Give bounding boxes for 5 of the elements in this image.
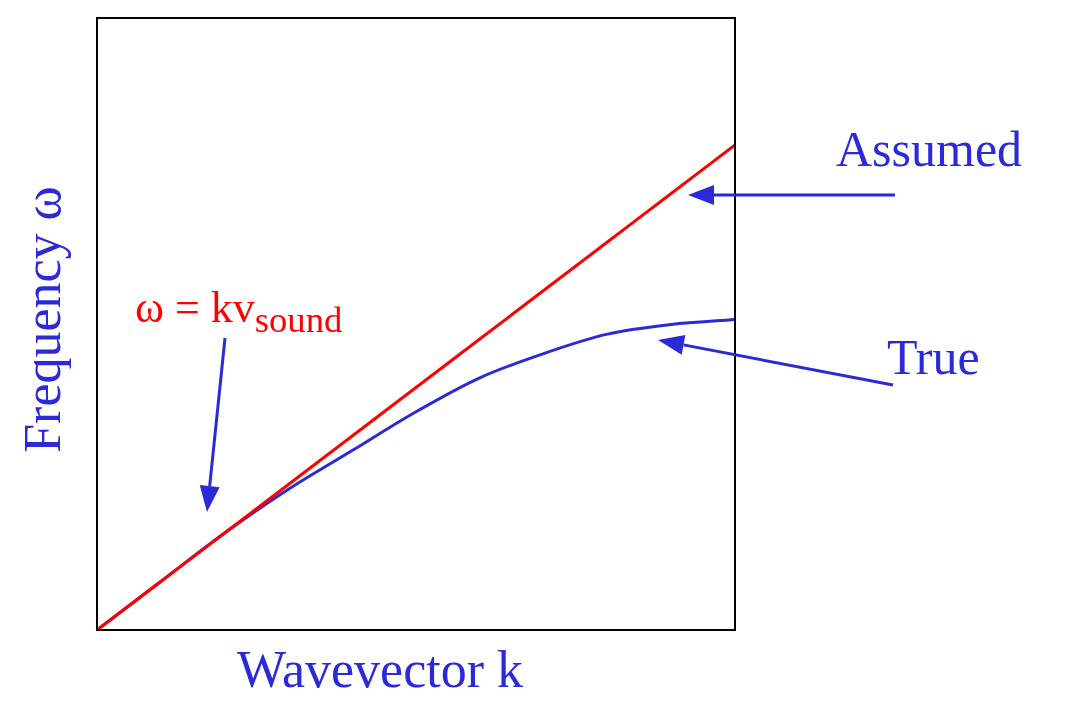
text: Assumed [836,120,1023,178]
x-axis-title: Wavevector k [237,640,523,699]
y-axis-title: Frequency ω [12,185,72,455]
text: True [887,328,980,386]
annotation: ω = kv$_{sound}$ [135,282,343,341]
